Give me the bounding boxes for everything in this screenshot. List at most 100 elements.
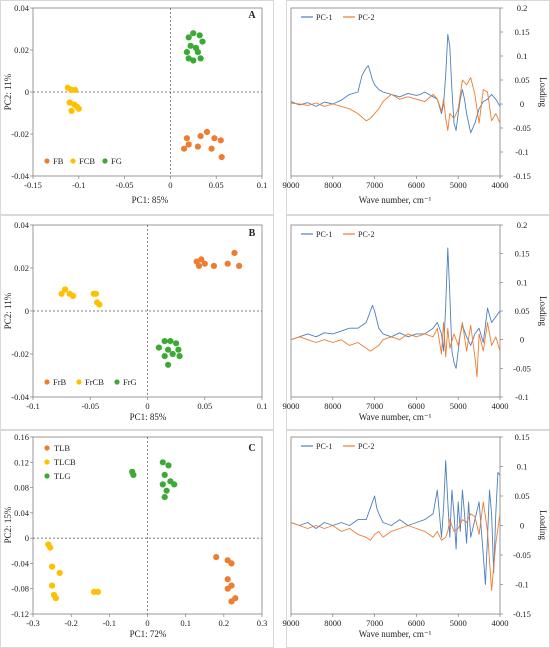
point-frg: [165, 346, 172, 353]
point-frcb: [92, 290, 100, 297]
y-tick-label: 0.04: [14, 220, 30, 230]
x-tick-label: 4000: [492, 401, 509, 411]
chart-panel-c-loading: 9000 8000 7000 6000 5000 4000 -0.15 -0.1 -0.05 0 0…: [283, 430, 550, 648]
y-tick-label: 0.1: [517, 277, 528, 287]
y-tick-label: -0.02: [11, 349, 29, 359]
y-tick-label: 0: [25, 533, 29, 543]
point-fb: [185, 141, 192, 148]
series-line-pc-2: [291, 77, 500, 131]
legend-marker: [70, 158, 76, 164]
point-fb: [211, 135, 218, 142]
point-fcb: [68, 107, 75, 114]
y-tick-label: 0: [520, 521, 524, 531]
point-fg: [187, 42, 194, 49]
legend-marker: [114, 379, 120, 385]
point-fg: [190, 30, 197, 37]
legend-marker: [44, 473, 50, 479]
legend-label: TLCB: [54, 457, 76, 467]
point-fb: [203, 128, 211, 135]
panel-letter: A: [248, 10, 256, 21]
y-tick-label: 0.2: [517, 220, 528, 230]
y-tick-label: -0.1: [515, 580, 528, 590]
point-tlg: [163, 487, 170, 494]
legend-marker: [44, 379, 50, 385]
y-tick-label: -0.05: [513, 363, 531, 373]
legend-label: PC-2: [358, 13, 374, 22]
legend-label: FrCB: [85, 377, 104, 387]
x-tick-label: 0.1: [180, 618, 191, 628]
point-tlg: [130, 471, 137, 478]
x-tick-label: 0.1: [257, 180, 268, 190]
legend: TLB TLCB TLG: [44, 443, 76, 481]
point-frb: [195, 262, 203, 269]
point-fb: [208, 145, 215, 152]
point-tlg: [161, 494, 168, 501]
chart-panel-a-loading: 9000 8000 7000 6000 5000 4000 -0.15 -0.1 -0.05 0 0…: [283, 0, 550, 215]
x-tick-label: 9000: [283, 180, 300, 190]
x-tick-label: 8000: [324, 618, 341, 628]
legend: PC-1 PC-2: [301, 230, 374, 239]
point-fb: [194, 143, 201, 150]
legend: PC-1 PC-2: [301, 442, 374, 451]
legend-label: FCB: [79, 156, 95, 166]
x-tick-label: 5000: [450, 180, 467, 190]
x-tick-label: 0: [168, 180, 172, 190]
point-frcb: [96, 301, 103, 308]
point-frb: [210, 262, 217, 269]
point-frcb: [58, 290, 65, 297]
y-tick-label: 0.05: [515, 491, 530, 501]
legend-label: PC-1: [316, 442, 332, 451]
x-tick-label: 7000: [366, 401, 383, 411]
point-fg: [183, 49, 190, 56]
y-tick-label: 0.1: [517, 462, 528, 472]
x-tick-label: 6000: [408, 401, 425, 411]
x-tick-label: 0.05: [209, 180, 224, 190]
point-frg: [173, 340, 180, 347]
y-tick-label: 0.1: [517, 51, 528, 61]
x-tick-label: 7000: [366, 618, 383, 628]
y-tick-label: -0.05: [513, 123, 531, 133]
point-tlb: [232, 595, 239, 602]
x-axis-label: Wave number, cm⁻¹: [359, 629, 432, 639]
y-tick-label: -0.02: [11, 129, 29, 139]
point-fb: [217, 137, 224, 144]
chart-panel-b: -0.1 -0.05 0 0.05 0.1 -0.04 -0.02 0 0.02 0.04 PC1:…: [0, 215, 274, 430]
point-fg: [197, 55, 204, 62]
y-tick-label: 0.04: [14, 3, 30, 13]
series-line-pc-2: [291, 501, 500, 591]
point-tlg: [165, 462, 172, 469]
y-tick-label: 0: [520, 99, 524, 109]
x-tick-label: -0.05: [81, 401, 99, 411]
y-tick-label: 0.04: [14, 508, 30, 518]
point-frb: [201, 260, 208, 267]
point-frb: [231, 249, 238, 256]
y-tick-label: 0.15: [515, 432, 530, 442]
x-tick-label: 5000: [450, 618, 467, 628]
point-tlg: [171, 481, 178, 488]
point-tlcb: [49, 582, 56, 589]
point-frb: [198, 256, 205, 263]
legend-label: TLB: [54, 443, 70, 453]
panel-letter: B: [249, 228, 256, 239]
legend-label: FB: [53, 156, 64, 166]
point-frcb: [62, 286, 69, 293]
y-tick-label: 0.02: [14, 263, 29, 273]
x-tick-label: -0.2: [64, 618, 77, 628]
point-frg: [175, 346, 182, 353]
y-tick-label: -0.15: [513, 609, 531, 619]
y-tick-label: 0.05: [515, 75, 530, 85]
x-tick-label: 8000: [324, 401, 341, 411]
point-tlcb: [52, 595, 60, 602]
x-tick-label: -0.3: [26, 618, 39, 628]
legend-label: TLG: [54, 471, 71, 481]
point-tlcb: [47, 544, 54, 551]
y-tick-label: -0.08: [11, 584, 29, 594]
series-line-pc-2: [291, 322, 500, 378]
point-tlb: [228, 560, 235, 567]
legend: FrB FrCB FrG: [44, 377, 137, 387]
point-frg: [155, 344, 162, 351]
point-fg: [194, 49, 201, 56]
plot-frame: [32, 7, 263, 177]
y-tick-label: -0.04: [11, 392, 29, 402]
